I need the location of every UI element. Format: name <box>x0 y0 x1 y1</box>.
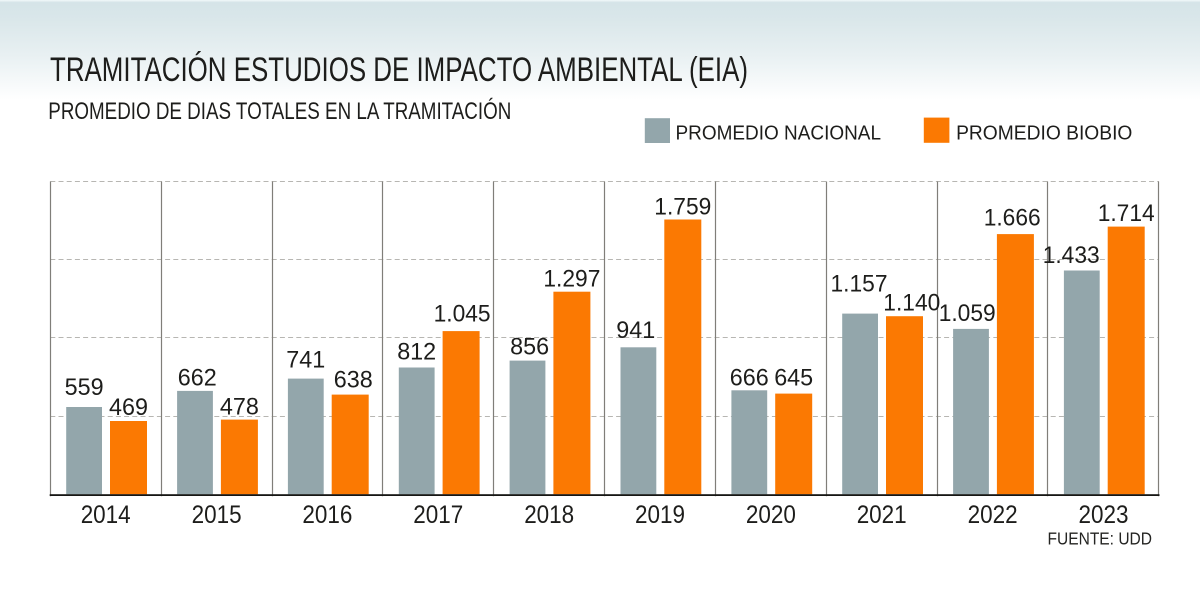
svg-text:2021: 2021 <box>857 502 907 529</box>
svg-text:2014: 2014 <box>81 502 131 529</box>
svg-text:1.045: 1.045 <box>434 301 491 328</box>
svg-text:PROMEDIO BIOBIO: PROMEDIO BIOBIO <box>956 122 1132 144</box>
svg-text:PROMEDIO NACIONAL: PROMEDIO NACIONAL <box>676 122 882 144</box>
svg-text:645: 645 <box>774 364 813 391</box>
svg-text:2015: 2015 <box>192 502 242 529</box>
svg-text:1.433: 1.433 <box>1043 242 1100 269</box>
svg-text:662: 662 <box>178 365 217 392</box>
svg-text:941: 941 <box>616 317 655 344</box>
svg-text:1.666: 1.666 <box>984 205 1041 232</box>
svg-text:1.157: 1.157 <box>831 271 888 298</box>
svg-text:469: 469 <box>109 394 148 421</box>
svg-text:2023: 2023 <box>1079 502 1129 529</box>
svg-text:2022: 2022 <box>968 502 1018 529</box>
svg-text:478: 478 <box>220 393 259 420</box>
svg-text:1.759: 1.759 <box>654 193 711 220</box>
svg-text:1.714: 1.714 <box>1098 200 1155 227</box>
svg-text:2016: 2016 <box>302 502 352 529</box>
svg-text:1.059: 1.059 <box>939 300 996 327</box>
svg-text:812: 812 <box>397 339 436 366</box>
svg-text:2018: 2018 <box>524 502 574 529</box>
svg-text:TRAMITACIÓN ESTUDIOS DE IMPACT: TRAMITACIÓN ESTUDIOS DE IMPACTO AMBIENTA… <box>50 51 748 89</box>
svg-text:1.140: 1.140 <box>883 289 940 316</box>
svg-text:FUENTE: UDD: FUENTE: UDD <box>1048 528 1153 548</box>
svg-text:2017: 2017 <box>413 502 463 529</box>
svg-text:2019: 2019 <box>635 502 685 529</box>
svg-text:559: 559 <box>65 374 104 401</box>
svg-text:666: 666 <box>730 364 769 391</box>
svg-text:1.297: 1.297 <box>543 265 600 292</box>
svg-text:856: 856 <box>510 333 549 360</box>
svg-text:PROMEDIO DE DIAS TOTALES EN LA: PROMEDIO DE DIAS TOTALES EN LA TRAMITACI… <box>48 98 511 125</box>
svg-text:638: 638 <box>334 366 373 393</box>
svg-text:741: 741 <box>286 347 325 374</box>
svg-text:2020: 2020 <box>746 502 796 529</box>
